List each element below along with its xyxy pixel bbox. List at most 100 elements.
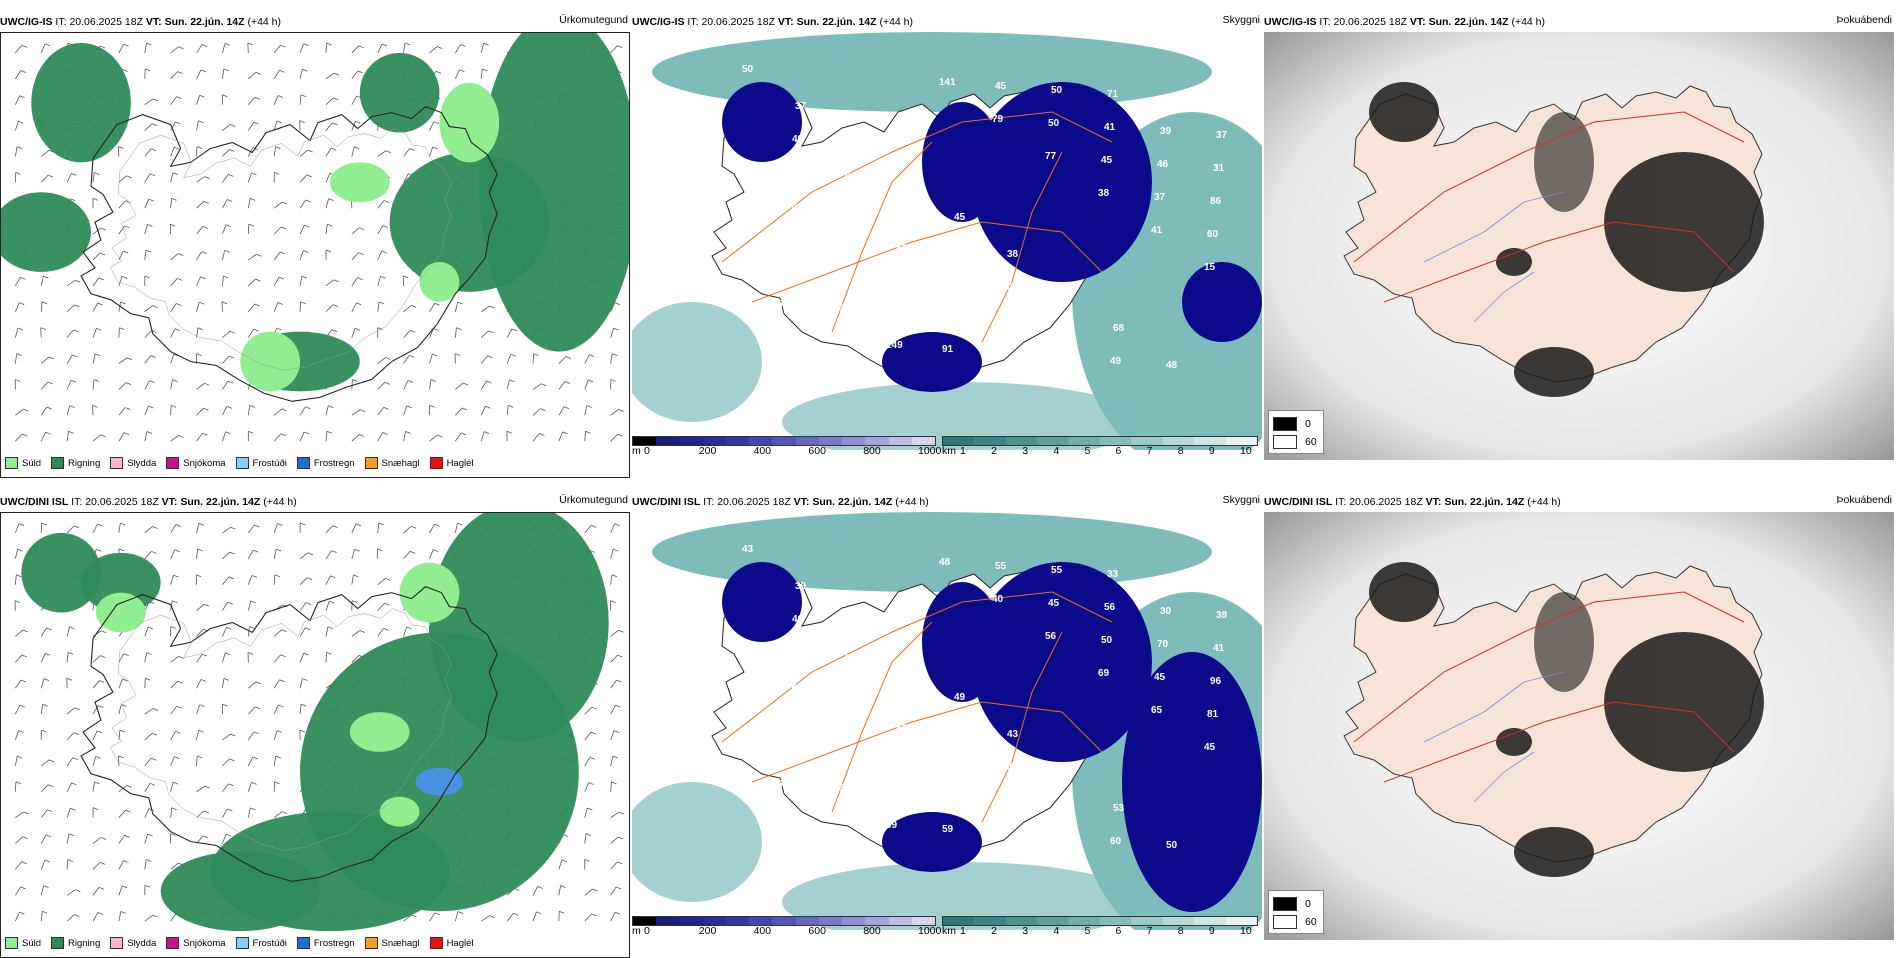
cloud-base-label: 45 [1204, 742, 1216, 753]
cloud-base-label: 43 [892, 274, 904, 285]
panel-header: UWC/IG-IS IT: 20.06.2025 18Z VT: Sun. 22… [632, 14, 1262, 30]
cloud-base-label: 39 [795, 581, 807, 592]
colorbar-tick-label: 200 [699, 925, 717, 937]
colorbar-tick-label: 4 [1053, 445, 1059, 457]
legend-label: Snæhagl [382, 458, 420, 469]
colorbar-tick-label: 3 [1022, 925, 1028, 937]
legend-swatch [365, 937, 378, 949]
panel-header: UWC/DINI ISL IT: 20.06.2025 18Z VT: Sun.… [632, 494, 1262, 510]
cloud-base-label: 45 [836, 750, 848, 761]
cloud-base-label: 36 [789, 647, 801, 658]
legend-label: Frostregn [314, 938, 355, 949]
colorbar-tick-label: 400 [754, 445, 772, 457]
colorbar-tick-label: 400 [754, 925, 772, 937]
legend-item: Frostregn [297, 457, 355, 469]
cloud-base-label: 45 [995, 81, 1007, 92]
cloud-base-label: 38 [1216, 610, 1228, 621]
cloud-base-label: 60 [1110, 836, 1122, 847]
panel-title: Skyggni [1223, 492, 1260, 508]
cloud-base-label: 37 [795, 101, 807, 112]
legend-label: Frostúði [253, 458, 287, 469]
colorbar-tick-label: 0 [644, 925, 650, 937]
panel-header: UWC/DINI ISL IT: 20.06.2025 18Z VT: Sun.… [1264, 494, 1894, 510]
panel-precip-row1: UWC/IG-IS IT: 20.06.2025 18Z VT: Sun. 22… [0, 14, 630, 474]
cloud-base-label: 30 [1160, 606, 1172, 617]
vt-label: VT: [778, 16, 794, 28]
legend-item: Súld [5, 937, 41, 949]
legend-label: Haglél [447, 938, 474, 949]
legend-label: Snæhagl [382, 938, 420, 949]
cloud-base-label: 48 [1166, 360, 1178, 371]
fog-indicator-map[interactable]: 0 60 [1264, 32, 1894, 460]
cloud-base-label: 65 [1151, 705, 1163, 716]
colorbar-tick-label: 1000 [918, 445, 941, 457]
cloud-base-label: 41 [1213, 643, 1225, 654]
legend-item: Súld [5, 457, 41, 469]
colorbar-tick-label: 9 [1209, 925, 1215, 937]
fog-legend: 0 60 [1268, 890, 1324, 934]
vt-value: Sun. 22.jún. 14Z [812, 496, 892, 508]
fog-legend-high: 60 [1305, 436, 1317, 448]
cloud-base-label: 17 [780, 746, 792, 757]
cloud-base-label: 40 [1163, 93, 1175, 104]
legend-label: Súld [22, 458, 41, 469]
colorbar-strip [632, 916, 936, 926]
cloud-base-label: 32 [848, 618, 860, 629]
map-content [1, 513, 626, 955]
cloud-base-label: 62 [948, 278, 960, 289]
panel-visibility-row1: UWC/IG-IS IT: 20.06.2025 18Z VT: Sun. 22… [632, 14, 1262, 474]
colorbar-tick-label: 10 [1240, 925, 1252, 937]
it-value: 20.06.2025 18Z [69, 16, 143, 28]
cloud-base-label: 31 [1213, 163, 1225, 174]
colorbar-tick-label: 5 [1084, 925, 1090, 937]
legend-item: Rigning [51, 937, 100, 949]
cloud-base-label: 56 [1104, 602, 1116, 613]
panel-title: Úrkomutegund [559, 12, 628, 28]
cloud-base-label: 81 [1219, 97, 1231, 108]
panel-title: Þokuábendi [1837, 492, 1892, 508]
legend-item: Snæhagl [365, 937, 420, 949]
legend-item: Snjókoma [166, 457, 225, 469]
it-value: 20.06.2025 18Z [701, 16, 775, 28]
it-value: 20.06.2025 18Z [1333, 16, 1407, 28]
cloud-base-label: 40 [1060, 766, 1072, 777]
cloud-base-label: 50 [1048, 118, 1060, 129]
legend-item: Frostúði [236, 457, 287, 469]
cloud-base-label: 50 [1166, 840, 1178, 851]
cloud-base-label: 44 [836, 270, 848, 281]
cloud-base-label: 71 [951, 725, 963, 736]
cloud-base-label: 79 [839, 237, 851, 248]
vt-value: Sun. 22.jún. 14Z [165, 16, 245, 28]
cloud-base-label: 38 [1098, 188, 1110, 199]
vt-value: Sun. 22.jún. 14Z [1444, 496, 1524, 508]
lead-time: (+44 h) [879, 16, 913, 28]
cloud-base-label: 37 [1154, 192, 1166, 203]
cloud-base-label: 55 [995, 561, 1007, 572]
legend-swatch [430, 457, 443, 469]
it-value: 20.06.2025 18Z [1349, 496, 1423, 508]
cloud-base-label: 45 [954, 212, 966, 223]
lead-time: (+44 h) [895, 496, 929, 508]
model-name: UWC/DINI ISL [0, 496, 68, 508]
colorbar-tick-label: 600 [808, 925, 826, 937]
legend-label: Súld [22, 938, 41, 949]
panel-title: Úrkomutegund [559, 492, 628, 508]
cloud-base-label: 49 [898, 688, 910, 699]
legend-item: Slydda [110, 937, 156, 949]
cloud-base-label: 43 [1007, 729, 1019, 740]
legend-item: Slydda [110, 457, 156, 469]
cloud-base-label: 59 [942, 824, 954, 835]
legend-swatch [5, 457, 18, 469]
fog-indicator-map[interactable]: 0 60 [1264, 512, 1894, 940]
cloud-base-label: 37 [1001, 795, 1013, 806]
cloud-base-label: 66 [845, 171, 857, 182]
map-content [1, 33, 629, 475]
legend-label: Snjókoma [183, 938, 225, 949]
